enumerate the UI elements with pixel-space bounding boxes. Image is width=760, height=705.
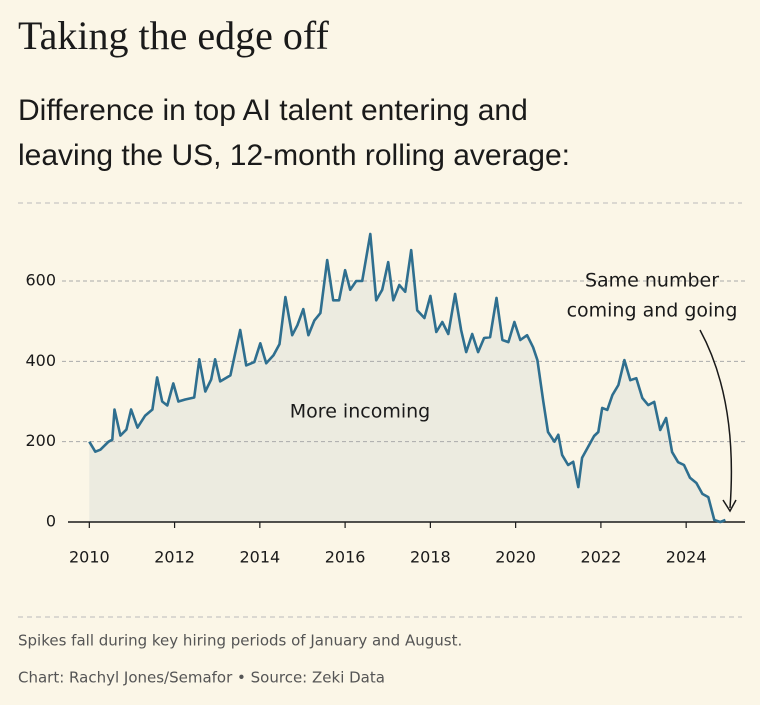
x-tick-label: 2024 [666, 548, 707, 567]
chart-title: Taking the edge off [18, 13, 329, 58]
line [88, 232, 726, 524]
y-tick-label: 200 [25, 431, 56, 450]
arrow-label: coming and going [567, 300, 738, 322]
area [89, 234, 726, 522]
x-tick-label: 2016 [325, 548, 366, 567]
arrow [699, 329, 733, 509]
arrow-head [722, 499, 737, 513]
y-tick-label: 0 [46, 512, 56, 531]
x-tick-label: 2012 [154, 548, 195, 567]
arrow-label: Same number [585, 270, 719, 292]
x-tick-label: 2020 [495, 548, 536, 567]
y-tick-label: 600 [25, 271, 56, 290]
source: Chart: Rachyl Jones/Semafor • Source: Ze… [18, 669, 385, 687]
note: Spikes fall during key hiring periods of… [18, 632, 462, 650]
x-tick-label: 2010 [69, 548, 110, 567]
x-tick-label: 2022 [581, 548, 622, 567]
area-label: More incoming [290, 401, 430, 423]
y-tick-label: 400 [25, 351, 56, 370]
chart-subtitle: Difference in top AI talent entering and [18, 94, 528, 127]
x-tick-label: 2018 [410, 548, 451, 567]
x-tick-label: 2014 [239, 548, 280, 567]
chart-subtitle: leaving the US, 12-month rolling average… [18, 139, 570, 172]
